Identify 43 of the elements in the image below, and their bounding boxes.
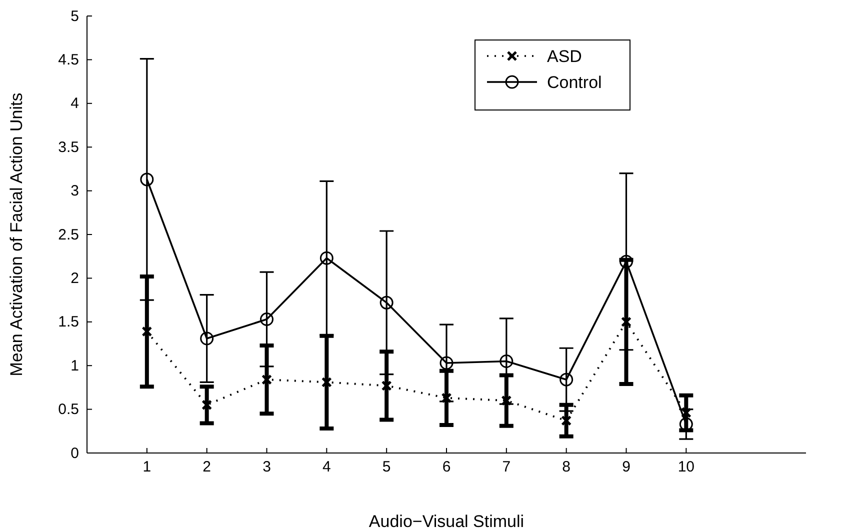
point <box>621 316 632 328</box>
x-axis-title: Audio−Visual Stimuli <box>368 512 524 531</box>
point <box>262 374 272 385</box>
x-tick-label: 1 <box>142 458 152 476</box>
y-tick-label: 0 <box>70 444 79 462</box>
point <box>202 400 212 410</box>
legend-label: Control <box>547 73 602 92</box>
x-tick-label: 4 <box>322 458 331 476</box>
y-axis-title: Mean Activation of Facial Action Units <box>7 92 26 376</box>
point <box>320 251 334 265</box>
y-tick-label: 0.5 <box>58 401 79 418</box>
x-tick-label: 3 <box>262 458 271 476</box>
point <box>440 356 454 370</box>
point <box>381 380 392 391</box>
point <box>441 392 452 404</box>
y-tick-label: 3.5 <box>58 138 79 156</box>
x-tick-label: 6 <box>442 458 451 476</box>
x-tick-label: 5 <box>382 458 391 476</box>
x-tick-label: 7 <box>502 458 511 476</box>
x-tick-label: 8 <box>562 458 571 476</box>
y-tick-label: 2.5 <box>58 226 79 244</box>
point <box>501 395 512 406</box>
y-tick-label: 1.5 <box>58 314 79 331</box>
y-tick-label: 1 <box>70 357 79 374</box>
x-tick-label: 9 <box>622 458 630 476</box>
point <box>260 312 274 326</box>
point <box>380 296 394 310</box>
point <box>321 376 332 388</box>
y-tick-label: 5 <box>70 8 79 25</box>
point <box>500 354 514 368</box>
legend-label: ASD <box>547 47 582 66</box>
y-tick-label: 3 <box>70 182 79 200</box>
point <box>140 172 154 186</box>
y-tick-label: 4.5 <box>58 52 79 68</box>
point <box>200 332 214 346</box>
point <box>560 372 574 386</box>
x-tick-label: 10 <box>678 458 695 476</box>
y-tick-label: 2 <box>70 270 79 287</box>
y-tick-label: 4 <box>70 95 79 112</box>
x-tick-label: 2 <box>202 458 212 476</box>
point <box>142 326 152 337</box>
point <box>561 415 572 426</box>
point <box>620 254 633 268</box>
